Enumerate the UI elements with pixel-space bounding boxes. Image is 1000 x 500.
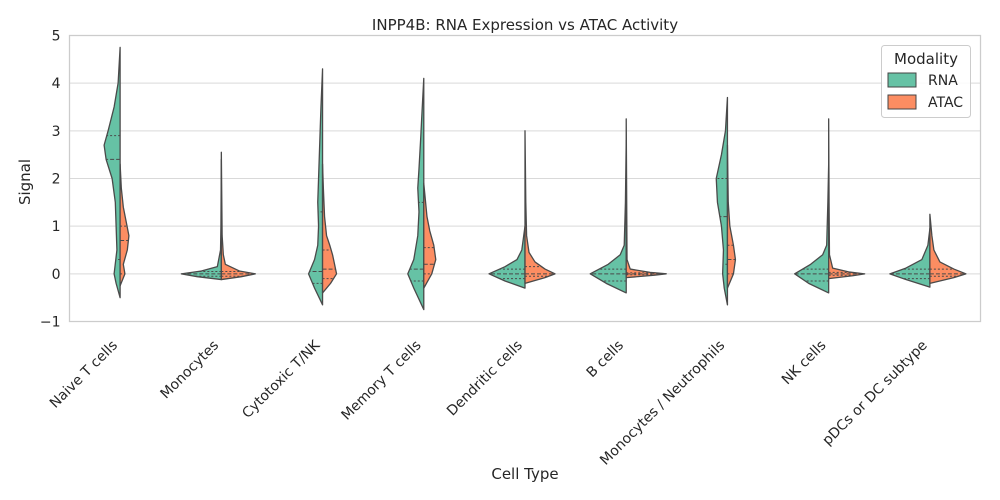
violin-body (407, 77, 425, 311)
violin-rna-1 (103, 46, 121, 299)
violin-body (423, 182, 437, 289)
legend-label-atac: ATAC (928, 95, 963, 111)
y-tick-label: 4 (52, 76, 61, 92)
violin-atac-5 (524, 130, 556, 285)
legend: Modality RNA ATAC (881, 45, 971, 118)
violin-atac-1 (119, 163, 130, 287)
y-tick-label: 0 (52, 267, 61, 283)
y-tick-label: −1 (40, 315, 61, 331)
violin-rna-3 (307, 68, 324, 306)
chart-title: INPP4B: RNA Expression vs ATAC Activity (372, 16, 678, 34)
violin-body (307, 68, 324, 306)
violin-atac-7 (726, 144, 737, 289)
violin-atac-6 (625, 118, 667, 279)
violin-rna-7 (715, 96, 729, 306)
legend-swatch-rna (887, 72, 917, 88)
violin-body (220, 151, 256, 281)
y-axis-title: Signal (16, 159, 34, 205)
violin-body (103, 46, 121, 299)
violin-atac-2 (220, 151, 256, 281)
violin-atac-9 (929, 213, 967, 285)
plot-frame (68, 34, 982, 323)
x-axis-title: Cell Type (491, 465, 558, 483)
violin-rna-4 (407, 77, 425, 311)
violin-body (321, 163, 338, 294)
violin-body (828, 118, 866, 280)
violin-body (524, 130, 556, 285)
y-tick-label: 1 (52, 219, 61, 235)
violin-layer (103, 46, 967, 311)
y-tick-label: 3 (52, 124, 61, 140)
legend-swatch-atac (887, 94, 917, 110)
violin-body (715, 96, 729, 306)
y-tick-label: 2 (52, 172, 61, 188)
y-tick-labels: −1 0 1 2 3 4 5 (40, 29, 61, 331)
legend-title: Modality (894, 50, 958, 68)
violin-atac-4 (423, 182, 437, 289)
legend-label-rna: RNA (928, 73, 958, 89)
violin-body (726, 144, 737, 289)
violin-atac-8 (828, 118, 866, 280)
y-tick-label: 5 (52, 29, 61, 45)
violin-body (119, 163, 130, 287)
violin-atac-3 (321, 163, 338, 294)
